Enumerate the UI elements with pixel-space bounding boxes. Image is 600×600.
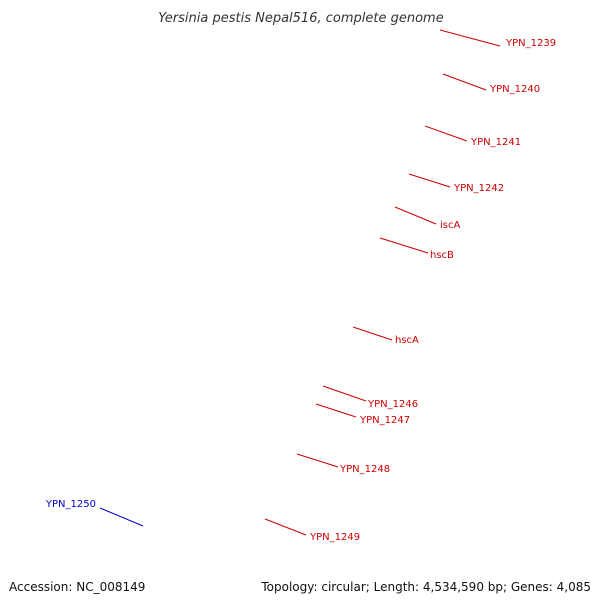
- label-leader-lines: [99, 29, 501, 536]
- leader-line: [99, 507, 144, 527]
- leader-line: [442, 73, 487, 91]
- gene-label-ypn_1247: YPN_1247: [359, 415, 410, 426]
- gene-label-hsca: hscA: [395, 335, 419, 346]
- leader-line: [352, 326, 393, 341]
- gene-label-ypn_1241: YPN_1241: [470, 137, 521, 148]
- leader-line: [264, 518, 307, 536]
- gene-labels: YPN_1239 YPN_1240 YPN_1241 YPN_1242 iscA hscB…: [45, 38, 556, 543]
- leader-line: [439, 29, 501, 47]
- gene-label-isca: iscA: [440, 220, 460, 231]
- topology-text: Topology: circular; Length: 4,534,590 bp…: [261, 580, 591, 594]
- leader-line: [322, 385, 367, 402]
- gene-label-ypn_1240: YPN_1240: [489, 84, 540, 95]
- leader-line: [296, 453, 339, 468]
- gene-label-hscb: hscB: [430, 250, 454, 261]
- gene-label-ypn_1250: YPN_1250: [45, 499, 96, 510]
- leader-line: [394, 206, 437, 225]
- leader-line: [408, 173, 451, 188]
- map-title: Yersinia pestis Nepal516, complete genom…: [158, 11, 443, 26]
- gene-label-ypn_1249: YPN_1249: [309, 532, 360, 543]
- leader-line: [424, 125, 468, 142]
- leader-line: [315, 403, 357, 418]
- gene-label-ypn_1246: YPN_1246: [367, 399, 418, 410]
- accession-text: Accession: NC_008149: [9, 580, 146, 594]
- leader-line: [379, 237, 429, 254]
- gene-label-ypn_1242: YPN_1242: [453, 183, 504, 194]
- gene-label-ypn_1239: YPN_1239: [505, 38, 556, 49]
- gene-label-ypn_1248: YPN_1248: [339, 464, 390, 475]
